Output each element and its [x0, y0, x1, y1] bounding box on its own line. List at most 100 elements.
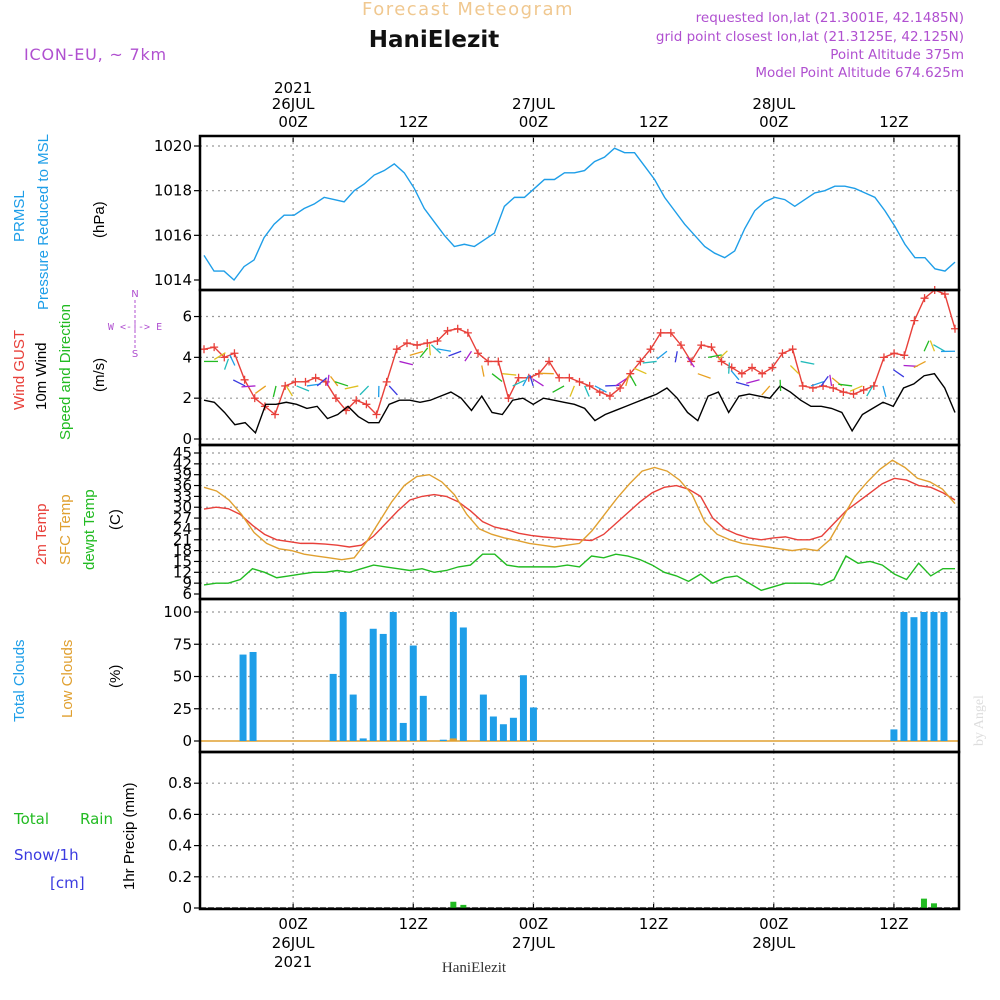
bottom-axis-label: 00Z — [519, 915, 548, 933]
wind-arrow — [633, 367, 647, 375]
pressure-panel: 1014 1016 1018 1020 — [154, 134, 961, 292]
y-tick-label: 1018 — [154, 182, 192, 200]
y-tick-label: 9 — [182, 574, 192, 592]
wind-arrow — [552, 385, 565, 393]
precip-panel-labels: Total Rain Snow/1h [cm] 1hr Precip (mm) — [13, 782, 138, 892]
wind-arrow — [359, 385, 370, 396]
gust-marker — [565, 373, 574, 382]
bar-total-clouds — [529, 707, 537, 741]
wind-arrow — [810, 380, 825, 387]
bottom-axis-label: 2021 — [274, 953, 312, 971]
bar-total-clouds — [900, 612, 908, 741]
watermark: by Angel — [972, 695, 987, 746]
wind-arrow — [923, 340, 930, 352]
gust-marker — [474, 349, 483, 358]
wind-arrow — [829, 374, 833, 387]
gust-marker — [413, 341, 422, 350]
gust-marker — [575, 377, 584, 386]
gust-marker — [210, 343, 219, 352]
wind-arrow — [892, 369, 905, 378]
y-tick-label: 0.4 — [168, 837, 192, 855]
bar-total-clouds — [249, 651, 257, 741]
gust-marker — [423, 339, 432, 348]
panel-frame — [198, 750, 961, 911]
gust-marker — [656, 328, 665, 337]
bar-total-clouds — [339, 612, 347, 741]
total-label: Total — [13, 810, 49, 828]
bar-total-clouds — [409, 645, 417, 741]
y-tick-label: 50 — [173, 668, 192, 686]
panel-frame — [198, 134, 961, 292]
wind-arrow — [532, 378, 544, 387]
bottom-axis-label: 00Z — [759, 915, 788, 933]
bar-total-clouds — [920, 612, 928, 741]
bar-total-clouds — [399, 722, 407, 741]
wind-arrow — [464, 350, 473, 362]
station-title: HaniElezit — [369, 27, 500, 53]
pressure-unit: (hPa) — [91, 201, 108, 238]
y-tick-label: 0 — [182, 430, 192, 448]
wind-panel: 0 2 4 6 — [182, 286, 961, 448]
y-tick-label: 21 — [173, 531, 192, 549]
y-tick-label: 30 — [173, 498, 192, 516]
wind-arrow — [674, 351, 678, 363]
gust-marker — [758, 369, 767, 378]
gust-marker — [392, 345, 401, 354]
gust-marker — [900, 351, 909, 360]
gust-marker — [829, 383, 838, 392]
gust-marker — [707, 343, 716, 352]
y-tick-label: 6 — [182, 585, 192, 603]
pressure-panel-labels: PRMSL Pressure Reduced to MSL (hPa) — [11, 134, 108, 310]
bar-total-clouds — [349, 694, 357, 741]
wind-arrow — [730, 370, 740, 381]
y-tick-label: 25 — [173, 700, 192, 718]
wind-arrow — [272, 385, 277, 398]
point-altitude: Point Altitude 375m — [830, 47, 964, 63]
gust-marker — [849, 390, 858, 399]
wind-arrow — [866, 385, 874, 397]
gust-marker — [524, 373, 533, 382]
precipitation-panel: 0 0.2 0.4 0.6 0.8 — [168, 750, 961, 917]
y-tick-label: 0.8 — [168, 774, 192, 792]
bar-total-clouds — [459, 627, 467, 741]
top-axis-label: 27JUL — [512, 95, 555, 113]
bar-total-clouds — [369, 628, 377, 741]
wind-arrow — [629, 375, 637, 387]
model-label: ICON-EU, ~ 7km — [24, 45, 167, 64]
total-clouds-label: Total Clouds — [11, 639, 28, 722]
wind-arrow — [481, 365, 485, 377]
series-line-wind-gust — [203, 289, 956, 416]
gust-marker — [940, 290, 949, 299]
wind-arrow — [569, 385, 575, 397]
wind-arrow — [584, 385, 590, 397]
gust-marker — [636, 357, 645, 366]
wind-arrow — [241, 385, 256, 388]
gust-marker — [748, 363, 757, 372]
wind-arrow — [326, 374, 330, 387]
gust-marker — [463, 328, 472, 337]
gust-marker — [595, 388, 604, 397]
y-tick-label: 24 — [173, 520, 192, 538]
y-tick-label: 45 — [173, 444, 192, 462]
wind-arrow — [437, 348, 452, 352]
wind-arrow — [502, 373, 517, 376]
wind-arrow — [296, 385, 310, 392]
wind-arrow — [929, 340, 936, 352]
bar-total-rain — [930, 903, 937, 908]
temp-unit: (C) — [107, 509, 124, 530]
gust-marker — [301, 377, 310, 386]
top-axis-label: 00Z — [519, 113, 548, 131]
gust-marker — [798, 381, 807, 390]
wind-panel-labels: Wind GUST 10m Wind Speed and Direction (… — [11, 289, 162, 440]
wind-arrow — [838, 383, 853, 387]
wind-arrow — [223, 358, 230, 370]
top-axis-label: 12Z — [399, 113, 428, 131]
wind-arrow — [594, 385, 607, 393]
bottom-axis-label: 12Z — [639, 915, 668, 933]
wind-arrow — [761, 385, 771, 396]
bar-total-clouds — [389, 612, 397, 741]
gust-marker — [240, 375, 249, 384]
gust-marker — [200, 345, 208, 354]
